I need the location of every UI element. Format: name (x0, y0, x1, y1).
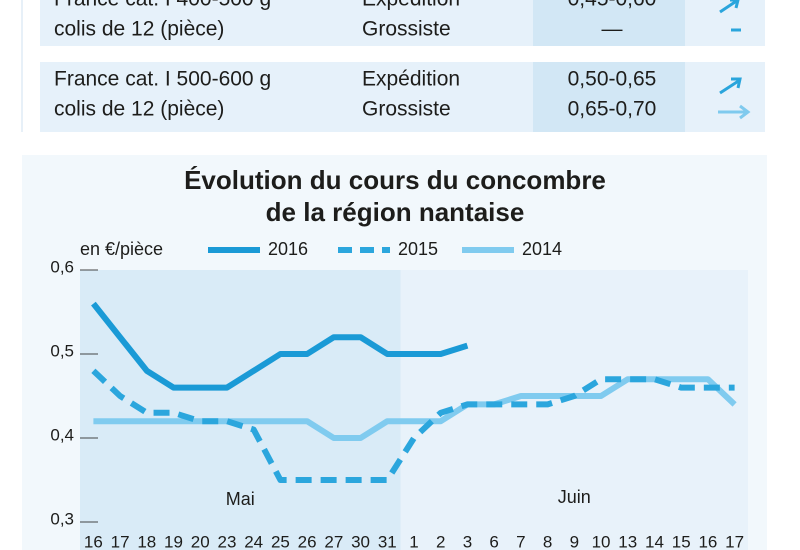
legend-label: 2015 (398, 239, 438, 259)
product-text: France cat. I 500-600 g (54, 68, 271, 91)
product-text: colis de 12 (pièce) (54, 18, 224, 41)
x-tick-label: 17 (111, 532, 130, 550)
x-tick-label: 16 (84, 532, 103, 550)
x-tick-label: 1 (409, 532, 418, 550)
series-line (93, 376, 737, 441)
month-label: Juin (558, 487, 591, 507)
trend-up-icon (719, 0, 740, 14)
x-tick-label: 17 (725, 532, 744, 550)
trend-right-icon (718, 104, 751, 120)
product-text: colis de 12 (pièce) (54, 98, 224, 121)
x-tick-label: 19 (164, 532, 183, 550)
price-text: 0,65-0,70 (568, 98, 657, 121)
x-tick-label: 15 (672, 532, 691, 550)
stage-text: Expédition (362, 68, 460, 91)
x-tick-label: 30 (351, 532, 370, 550)
x-tick-label: 13 (618, 532, 637, 550)
stage-text: Expédition (362, 0, 460, 11)
y-axis-label: en €/pièce (80, 239, 163, 259)
x-tick-label: 16 (698, 532, 717, 550)
x-tick-label: 7 (516, 532, 525, 550)
y-tick-label: 0,3 (50, 509, 74, 528)
trend-up-icon (719, 77, 742, 95)
x-tick-label: 10 (592, 532, 611, 550)
legend-label: 2016 (268, 239, 308, 259)
x-tick-label: 3 (463, 532, 472, 550)
y-tick-label: 0,5 (50, 341, 74, 360)
x-tick-label: 25 (271, 532, 290, 550)
series-line (91, 301, 469, 391)
x-tick-label: 20 (191, 532, 210, 550)
price-text: 0,45-0,60 (568, 0, 657, 11)
stage-text: Grossiste (362, 98, 451, 121)
x-tick-label: 8 (543, 532, 552, 550)
x-tick-label: 24 (244, 532, 263, 550)
y-tick-label: 0,6 (50, 257, 74, 276)
x-tick-label: 23 (217, 532, 236, 550)
legend-label: 2014 (522, 239, 562, 259)
y-tick-label: 0,4 (50, 425, 74, 444)
price-text: 0,50-0,65 (568, 68, 657, 91)
plot-bg-may (80, 270, 401, 550)
x-tick-label: 31 (378, 532, 397, 550)
chart-title: Évolution du cours du concombre (184, 165, 606, 195)
product-text: France cat. I 400-500 g (54, 0, 271, 11)
x-tick-label: 26 (298, 532, 317, 550)
x-tick-label: 6 (489, 532, 498, 550)
x-tick-label: 9 (570, 532, 579, 550)
x-tick-label: 27 (324, 532, 343, 550)
x-tick-label: 18 (137, 532, 156, 550)
x-tick-label: 14 (645, 532, 664, 550)
price-col-bg (533, 0, 685, 46)
x-tick-label: 2 (436, 532, 445, 550)
price-text: — (602, 18, 623, 41)
month-label: Mai (226, 489, 255, 509)
price-table: France cat. I 400-500 g Expédition 0,45-0,… (54, 0, 656, 121)
price-col-bg (533, 62, 685, 132)
stage-text: Grossiste (362, 18, 451, 41)
chart-title: de la région nantaise (266, 197, 525, 227)
